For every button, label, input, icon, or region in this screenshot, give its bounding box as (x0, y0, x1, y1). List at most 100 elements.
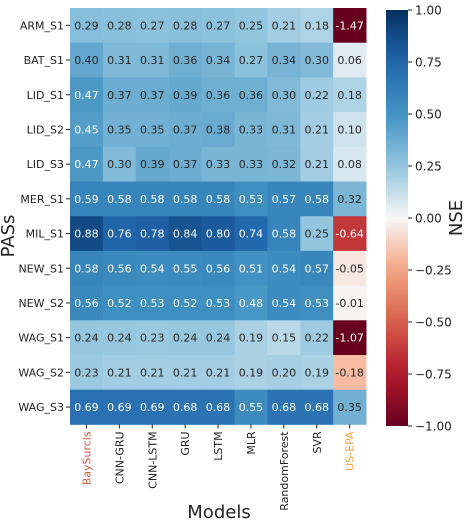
heatmap-cell (135, 77, 170, 113)
heatmap-cell (102, 355, 137, 391)
cell-value-label: -1.07 (335, 332, 363, 345)
cell-value-label: 0.31 (107, 54, 132, 67)
cell-value-label: 0.76 (107, 228, 132, 241)
cell-value-label: -0.18 (335, 366, 363, 379)
y-tick-label: LID_S1 (27, 89, 64, 102)
cell-value-label: 0.37 (140, 89, 165, 102)
cell-value-label: 0.23 (140, 332, 165, 345)
colorbar-tick-label: 0.25 (415, 160, 442, 174)
heatmap-cell (267, 250, 301, 286)
cell-value-label: 0.27 (140, 19, 165, 32)
cell-value-label: 0.40 (74, 54, 99, 67)
y-tick-label: WAG_S1 (18, 332, 64, 345)
heatmap-cell (135, 250, 170, 286)
heatmap-cell (168, 250, 202, 286)
cell-value-label: 0.36 (206, 89, 231, 102)
colorbar-tick-label: −0.50 (415, 316, 452, 330)
heatmap-cell (102, 8, 137, 44)
cell-value-label: 0.52 (173, 297, 198, 310)
heatmap-cell (300, 112, 334, 148)
colorbar-tick-label: −0.25 (415, 264, 452, 278)
cell-value-label: -0.05 (335, 262, 363, 275)
cell-value-label: 0.33 (239, 123, 264, 136)
x-tick-label: BaySurcls (80, 431, 93, 485)
cell-value-label: 0.21 (272, 19, 297, 32)
heatmap-cell (168, 181, 202, 217)
heatmap-cell (300, 146, 334, 182)
heatmap-cell (300, 250, 334, 286)
cell-value-label: 0.47 (74, 158, 99, 171)
heatmap-cell (201, 146, 235, 182)
cell-value-label: 0.69 (140, 401, 165, 414)
heatmap-cell (102, 285, 137, 321)
heatmap-cell (168, 8, 202, 44)
heatmap-cell (201, 112, 235, 148)
heatmap-cell (267, 181, 301, 217)
cell-value-label: 0.69 (74, 401, 99, 414)
heatmap-cell (201, 77, 235, 113)
y-tick-label: WAG_S2 (18, 366, 64, 379)
heatmap-cell (70, 320, 104, 356)
heatmap-cell (102, 77, 137, 113)
cell-value-label: 0.32 (337, 193, 362, 206)
cell-value-label: 0.34 (272, 54, 297, 67)
y-tick-label: WAG_S3 (18, 401, 64, 414)
cell-value-label: 0.28 (173, 19, 198, 32)
heatmap-cell (267, 146, 301, 182)
cell-value-label: 0.58 (272, 228, 297, 241)
cell-value-label: 0.31 (140, 54, 165, 67)
cell-value-label: 0.35 (107, 123, 132, 136)
heatmap-cell (300, 355, 334, 391)
cell-value-label: 0.53 (140, 297, 165, 310)
heatmap-cell (333, 112, 367, 148)
cell-value-label: 0.22 (305, 89, 330, 102)
cell-value-label: 0.57 (305, 262, 330, 275)
heatmap-cell (333, 146, 367, 182)
heatmap-cell (135, 389, 170, 425)
cell-value-label: 0.31 (272, 123, 297, 136)
x-axis: BaySurcls CNN-GRU CNN-LSTM GRU LSTM MLR Random… (80, 424, 357, 511)
cell-value-label: 0.58 (173, 193, 198, 206)
cell-value-label: 0.54 (272, 297, 297, 310)
cell-value-label: 0.06 (337, 54, 362, 67)
heatmap-cell (333, 77, 367, 113)
heatmap-cell (201, 250, 235, 286)
x-tick-label: US-EPA (344, 431, 357, 471)
cell-value-label: 0.84 (173, 228, 198, 241)
cell-value-label: 0.55 (239, 401, 264, 414)
heatmap-cell (135, 320, 170, 356)
cell-value-label: 0.27 (239, 54, 264, 67)
cell-value-label: 0.18 (337, 89, 362, 102)
heatmap-cell (135, 42, 170, 78)
y-tick-label: LID_S3 (27, 158, 64, 171)
heatmap-cell (70, 355, 104, 391)
cell-value-label: 0.19 (239, 366, 264, 379)
heatmap-cell (234, 8, 268, 44)
heatmap-cell (234, 112, 268, 148)
cell-value-label: 0.47 (74, 89, 99, 102)
cell-value-label: 0.68 (305, 401, 330, 414)
cell-value-label: 0.20 (272, 366, 297, 379)
heatmap-cell (234, 250, 268, 286)
cell-value-label: 0.27 (206, 19, 231, 32)
heatmap-cell (135, 355, 170, 391)
heatmap-cell (267, 285, 301, 321)
heatmap-cell (333, 181, 367, 217)
heatmap-cell (300, 216, 334, 252)
cell-value-label: 0.56 (107, 262, 132, 275)
cell-value-label: 0.57 (272, 193, 297, 206)
heatmap-cell (135, 181, 170, 217)
cell-value-label: 0.34 (206, 54, 231, 67)
heatmap-cell (168, 112, 202, 148)
cell-value-label: 0.38 (206, 123, 231, 136)
cell-value-label: 0.55 (173, 262, 198, 275)
cell-value-label: 0.22 (305, 332, 330, 345)
cell-value-label: 0.78 (140, 228, 165, 241)
heatmap-cell (135, 112, 170, 148)
heatmap-cell (267, 389, 301, 425)
heatmap-cell (135, 146, 170, 182)
heatmap-cell-labels: 0.29 0.28 0.27 0.28 0.27 0.25 0.21 0.18 -1.47 0.4… (74, 19, 364, 414)
cell-value-label: 0.32 (272, 158, 297, 171)
